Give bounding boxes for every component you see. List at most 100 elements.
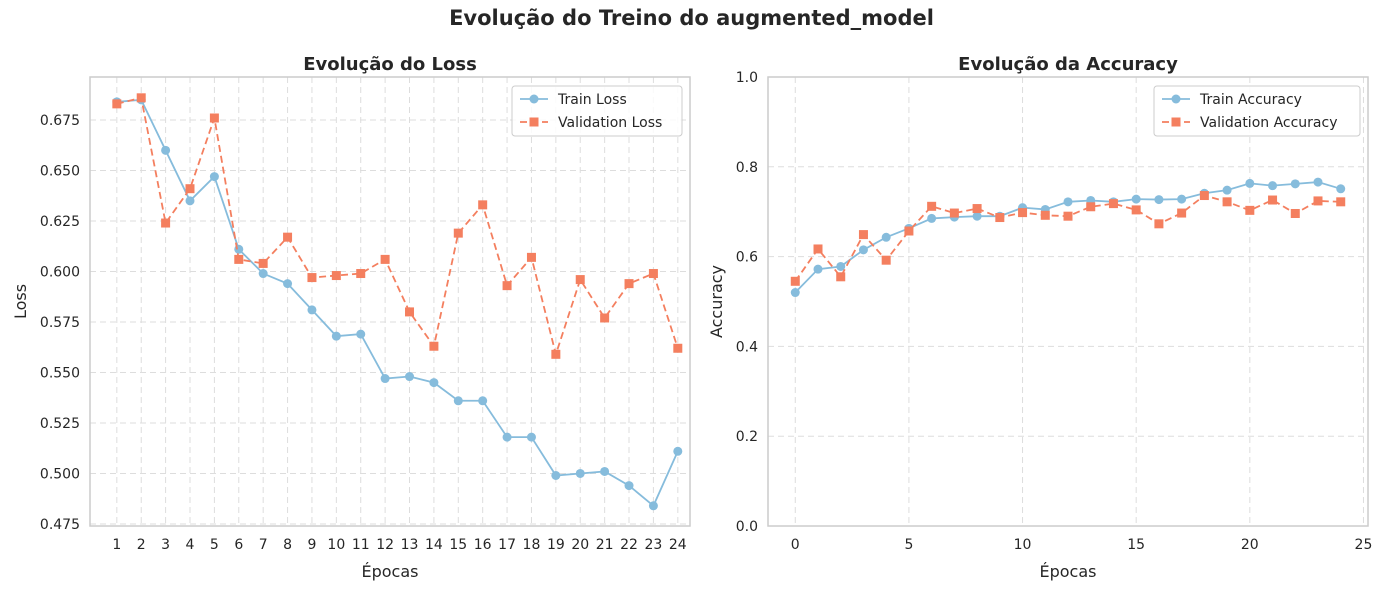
validation-point [1313, 196, 1323, 206]
chart-title: Evolução da Accuracy [958, 54, 1178, 75]
train-point [1154, 195, 1164, 205]
train-point [185, 196, 195, 206]
legend-box [511, 85, 683, 137]
x-tick-label: 15 [449, 537, 467, 553]
train-point [813, 264, 823, 274]
x-tick-label: 16 [474, 537, 492, 553]
validation-point [1040, 210, 1050, 220]
validation-point [502, 281, 512, 291]
x-tick-label: 25 [1355, 537, 1373, 553]
x-tick-label: 20 [571, 537, 589, 553]
validation-point [1199, 191, 1209, 201]
train-point [283, 279, 293, 289]
train-point [307, 305, 317, 315]
validation-point [161, 218, 171, 228]
y-tick-label: 0.525 [40, 416, 80, 432]
y-tick-label: 0.4 [736, 339, 758, 355]
validation-point [790, 276, 800, 286]
validation-point [234, 254, 244, 264]
validation-point [551, 349, 561, 359]
train-point [790, 288, 800, 298]
legend-label: Train Accuracy [1199, 92, 1302, 108]
y-tick-label: 0.475 [40, 517, 80, 533]
x-tick-label: 22 [620, 537, 638, 553]
validation-point [1018, 208, 1028, 218]
train-point [526, 432, 536, 442]
validation-point [136, 93, 146, 103]
x-tick-label: 8 [283, 537, 292, 553]
x-tick-label: 19 [547, 537, 565, 553]
x-tick-label: 5 [210, 537, 219, 553]
validation-point [904, 226, 914, 236]
y-tick-label: 0.675 [40, 113, 80, 129]
x-tick-label: 0 [791, 537, 800, 553]
train-point [478, 396, 488, 406]
validation-point [836, 272, 846, 282]
validation-point [526, 252, 536, 262]
validation-point [1245, 205, 1255, 215]
validation-point [112, 99, 122, 109]
x-tick-label: 14 [425, 537, 443, 553]
x-tick-label: 23 [645, 537, 663, 553]
train-point [1245, 178, 1255, 188]
validation-point [307, 273, 317, 283]
x-tick-label: 17 [498, 537, 516, 553]
train-point [551, 471, 561, 481]
x-tick-label: 6 [234, 537, 243, 553]
x-axis-label: Épocas [1040, 562, 1097, 581]
legend-box [1153, 85, 1361, 137]
legend: Train Accuracy Validation Accuracy [1153, 85, 1361, 137]
y-tick-label: 0.600 [40, 265, 80, 281]
x-tick-label: 7 [259, 537, 268, 553]
train-point [1222, 185, 1232, 195]
train-point [927, 213, 937, 223]
validation-point [648, 269, 658, 279]
validation-line [116, 96, 679, 358]
x-tick-label: 9 [307, 537, 316, 553]
y-tick-label: 0.0 [736, 519, 758, 535]
loss-chart: 1 2 3 4 5 6 7 8 9 10 11 12 13 14 15 16 17 18 19 20 21 22 23 240… [11, 54, 691, 581]
validation-point [1268, 195, 1278, 205]
y-tick-label: 0.8 [736, 160, 758, 176]
train-point [1131, 194, 1141, 204]
validation-series [112, 93, 683, 359]
x-tick-label: 20 [1241, 537, 1259, 553]
y-tick-label: 0.625 [40, 214, 80, 230]
y-tick-label: 0.2 [736, 429, 758, 445]
y-tick-label: 1.0 [736, 70, 758, 86]
axes-frame [89, 76, 691, 527]
y-tick-label: 0.6 [736, 250, 758, 266]
validation-series [790, 191, 1346, 286]
train-point [1268, 181, 1278, 191]
train-point [1313, 177, 1323, 187]
train-point [356, 329, 366, 339]
validation-point [858, 230, 868, 240]
legend-label: Validation Accuracy [1200, 115, 1338, 131]
validation-point [209, 113, 219, 123]
train-point [836, 261, 846, 271]
train-point [1290, 179, 1300, 189]
validation-point [405, 307, 415, 317]
x-tick-label: 12 [376, 537, 394, 553]
train-point [624, 481, 634, 491]
legend-marker [529, 117, 539, 127]
y-tick-label: 0.650 [40, 164, 80, 180]
validation-point [478, 200, 488, 210]
validation-point [258, 258, 268, 268]
validation-point [1177, 208, 1187, 218]
validation-point [575, 275, 585, 285]
validation-point [927, 201, 937, 211]
validation-point [600, 313, 610, 323]
train-point [1063, 197, 1073, 207]
validation-point [1131, 205, 1141, 215]
train-point [1177, 194, 1187, 204]
train-line [116, 98, 679, 508]
legend-label: Train Loss [557, 92, 627, 108]
train-point [673, 446, 683, 456]
x-tick-label: 10 [1014, 537, 1032, 553]
x-axis-label: Épocas [362, 562, 419, 581]
validation-point [331, 271, 341, 281]
validation-point [1290, 208, 1300, 218]
validation-point [949, 208, 959, 218]
x-tick-label: 13 [401, 537, 419, 553]
